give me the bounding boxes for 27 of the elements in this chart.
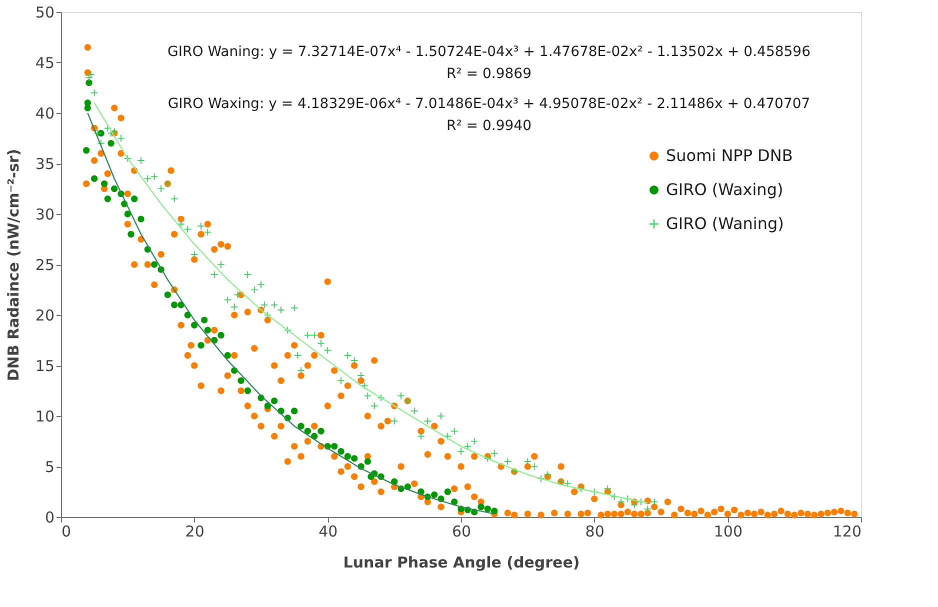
x-tick-label: 20 bbox=[185, 522, 204, 540]
annotation: GIRO Waning: y = 7.32714E-07x⁴ - 1.50724E-04x³ + 1.47678E-02x² - 1.13502x + 0.458596 bbox=[168, 44, 811, 60]
y-tick-label: 10 bbox=[35, 408, 54, 426]
y-tick-label: 30 bbox=[35, 206, 54, 224]
legend-label: GIRO (Waning) bbox=[666, 214, 784, 233]
y-axis-title: DNB Radaince (nW/cm⁻²-sr) bbox=[4, 148, 22, 382]
y-tick-label: 5 bbox=[44, 458, 54, 476]
y-tick-label: 45 bbox=[35, 54, 54, 72]
y-tick-label: 50 bbox=[35, 4, 54, 22]
annotation: R² = 0.9940 bbox=[446, 118, 532, 134]
legend-label: GIRO (Waxing) bbox=[666, 180, 784, 199]
x-axis-title: Lunar Phase Angle (degree) bbox=[343, 554, 580, 572]
y-tick-label: 35 bbox=[35, 155, 54, 173]
y-tick-label: 0 bbox=[44, 508, 54, 526]
annotation: GIRO Waxing: y = 4.18329E-06x⁴ - 7.01486E-04x³ + 4.95078E-02x² - 2.11486x + 0.470707 bbox=[168, 96, 810, 112]
x-tick-label: 60 bbox=[452, 522, 472, 540]
y-tick-label: 25 bbox=[35, 256, 54, 274]
y-tick-label: 40 bbox=[35, 104, 54, 122]
annotation: R² = 0.9869 bbox=[446, 66, 532, 82]
y-tick-label: 15 bbox=[35, 357, 54, 375]
y-tick-label: 20 bbox=[35, 306, 54, 324]
x-tick-label: 100 bbox=[714, 522, 742, 540]
x-tick-label: 0 bbox=[62, 522, 72, 540]
x-tick-label: 120 bbox=[832, 522, 862, 540]
legend-label: Suomi NPP DNB bbox=[666, 146, 793, 165]
x-tick-label: 40 bbox=[318, 522, 338, 540]
x-tick-label: 80 bbox=[585, 522, 604, 540]
